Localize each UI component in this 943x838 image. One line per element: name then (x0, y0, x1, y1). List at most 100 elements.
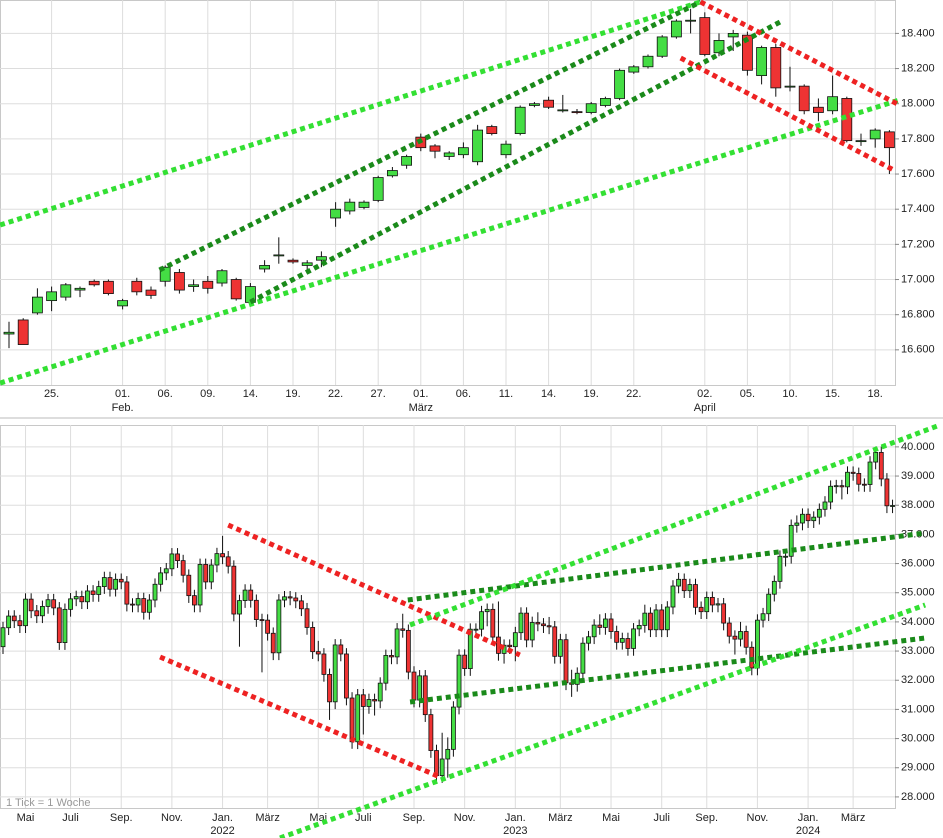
candle-body (457, 147, 469, 156)
candle-body (46, 291, 57, 302)
candle-body (777, 555, 783, 582)
x-tick-label: 02. (697, 388, 712, 400)
candle-body (608, 618, 614, 632)
candle-body (344, 653, 349, 699)
y-tick-label: 18.000 (901, 98, 935, 110)
x-tick-label: 14. (243, 388, 258, 400)
candle-body (828, 485, 834, 503)
candle-body (298, 600, 304, 610)
candle-body (571, 111, 583, 114)
candle-body (51, 599, 57, 609)
y-tick-label: 34.000 (901, 616, 935, 628)
candle-body (603, 618, 608, 628)
x-tick-label-2: April (694, 402, 716, 414)
candle-body (321, 653, 327, 675)
y-tick-label: 35.000 (901, 587, 935, 599)
candle-body (586, 636, 591, 644)
candle-body (873, 452, 879, 463)
candle-body (681, 578, 687, 592)
candle-body (248, 589, 254, 601)
candle-body (287, 596, 293, 599)
candle-body (113, 578, 118, 590)
candle-body (500, 143, 512, 156)
candle-body (73, 596, 79, 600)
candle-body (90, 590, 96, 595)
footnote: 1 Tick = 1 Woche (6, 797, 90, 809)
candle-body (770, 47, 782, 89)
candle-body (467, 628, 473, 669)
candle-body (330, 208, 342, 219)
candle-body (74, 287, 86, 291)
x-tick-label: 19. (285, 388, 300, 400)
candle-body (68, 598, 73, 610)
candle-body (45, 599, 51, 607)
x-tick-label: 22. (328, 388, 343, 400)
candle-body (28, 598, 34, 612)
candle-body (327, 674, 332, 703)
x-tick-label: Juli (355, 812, 372, 824)
candle-body (546, 625, 552, 628)
y-tick-label: 40.000 (901, 441, 935, 453)
candle-body (225, 556, 231, 567)
candle-body (557, 639, 563, 657)
x-tick-label: 22. (626, 388, 641, 400)
candle-body (676, 578, 681, 587)
candle-body (636, 624, 642, 630)
candle-body (738, 631, 743, 640)
candle-body (131, 280, 143, 293)
trendline (159, 654, 441, 780)
candle-body (17, 620, 23, 627)
candle-body (715, 603, 721, 606)
y-tick-label: 33.000 (901, 645, 935, 657)
candle-body (709, 596, 715, 606)
candle-body (756, 47, 767, 76)
candle-body (811, 516, 817, 522)
candle-body (529, 622, 535, 641)
x-tick-label: 06. (158, 388, 173, 400)
candle-body (813, 106, 824, 113)
y-tick-label: 18.200 (901, 62, 935, 74)
trendline (409, 422, 941, 628)
candle-body (237, 600, 242, 615)
x-tick-label: Mai (602, 812, 620, 824)
candle-body (685, 19, 696, 22)
x-tick-label: Nov. (161, 812, 183, 824)
candle-body (173, 272, 185, 291)
x-tick-label: März (841, 812, 865, 824)
candle-body (159, 266, 171, 282)
y-tick-label: 28.000 (901, 791, 935, 803)
x-tick-label: März (255, 812, 279, 824)
candle-body (726, 622, 732, 637)
x-tick-label-2: März (409, 402, 433, 414)
y-tick-label: 17.400 (901, 203, 935, 215)
x-tick-label: 19. (584, 388, 599, 400)
candle-body (304, 608, 310, 628)
candle-body (591, 624, 597, 638)
trendline (679, 55, 895, 173)
x-tick-label: Nov. (747, 812, 769, 824)
trendline (0, 97, 901, 386)
candle-body (372, 177, 384, 201)
candle-body (242, 589, 248, 602)
candle-body (386, 170, 398, 177)
y-tick-label: 32.000 (901, 674, 935, 686)
candle-body (563, 639, 569, 684)
x-tick-label: 01. (413, 388, 428, 400)
candle-body (315, 651, 321, 655)
candle-body (445, 748, 451, 760)
y-tick-label: 30.000 (901, 732, 935, 744)
candle-body (816, 508, 822, 518)
x-tick-label-2: 2023 (503, 825, 527, 837)
x-tick-label: Sep. (695, 812, 718, 824)
candle-body (282, 596, 287, 601)
candle-body (628, 66, 640, 73)
candle-body (890, 505, 895, 507)
candle-body (479, 611, 484, 630)
candle-body (614, 631, 620, 643)
candle-body (96, 586, 102, 595)
candle-body (428, 714, 434, 751)
candle-body (878, 452, 884, 480)
candle-body (687, 584, 693, 592)
y-tick-label: 17.000 (901, 273, 935, 285)
